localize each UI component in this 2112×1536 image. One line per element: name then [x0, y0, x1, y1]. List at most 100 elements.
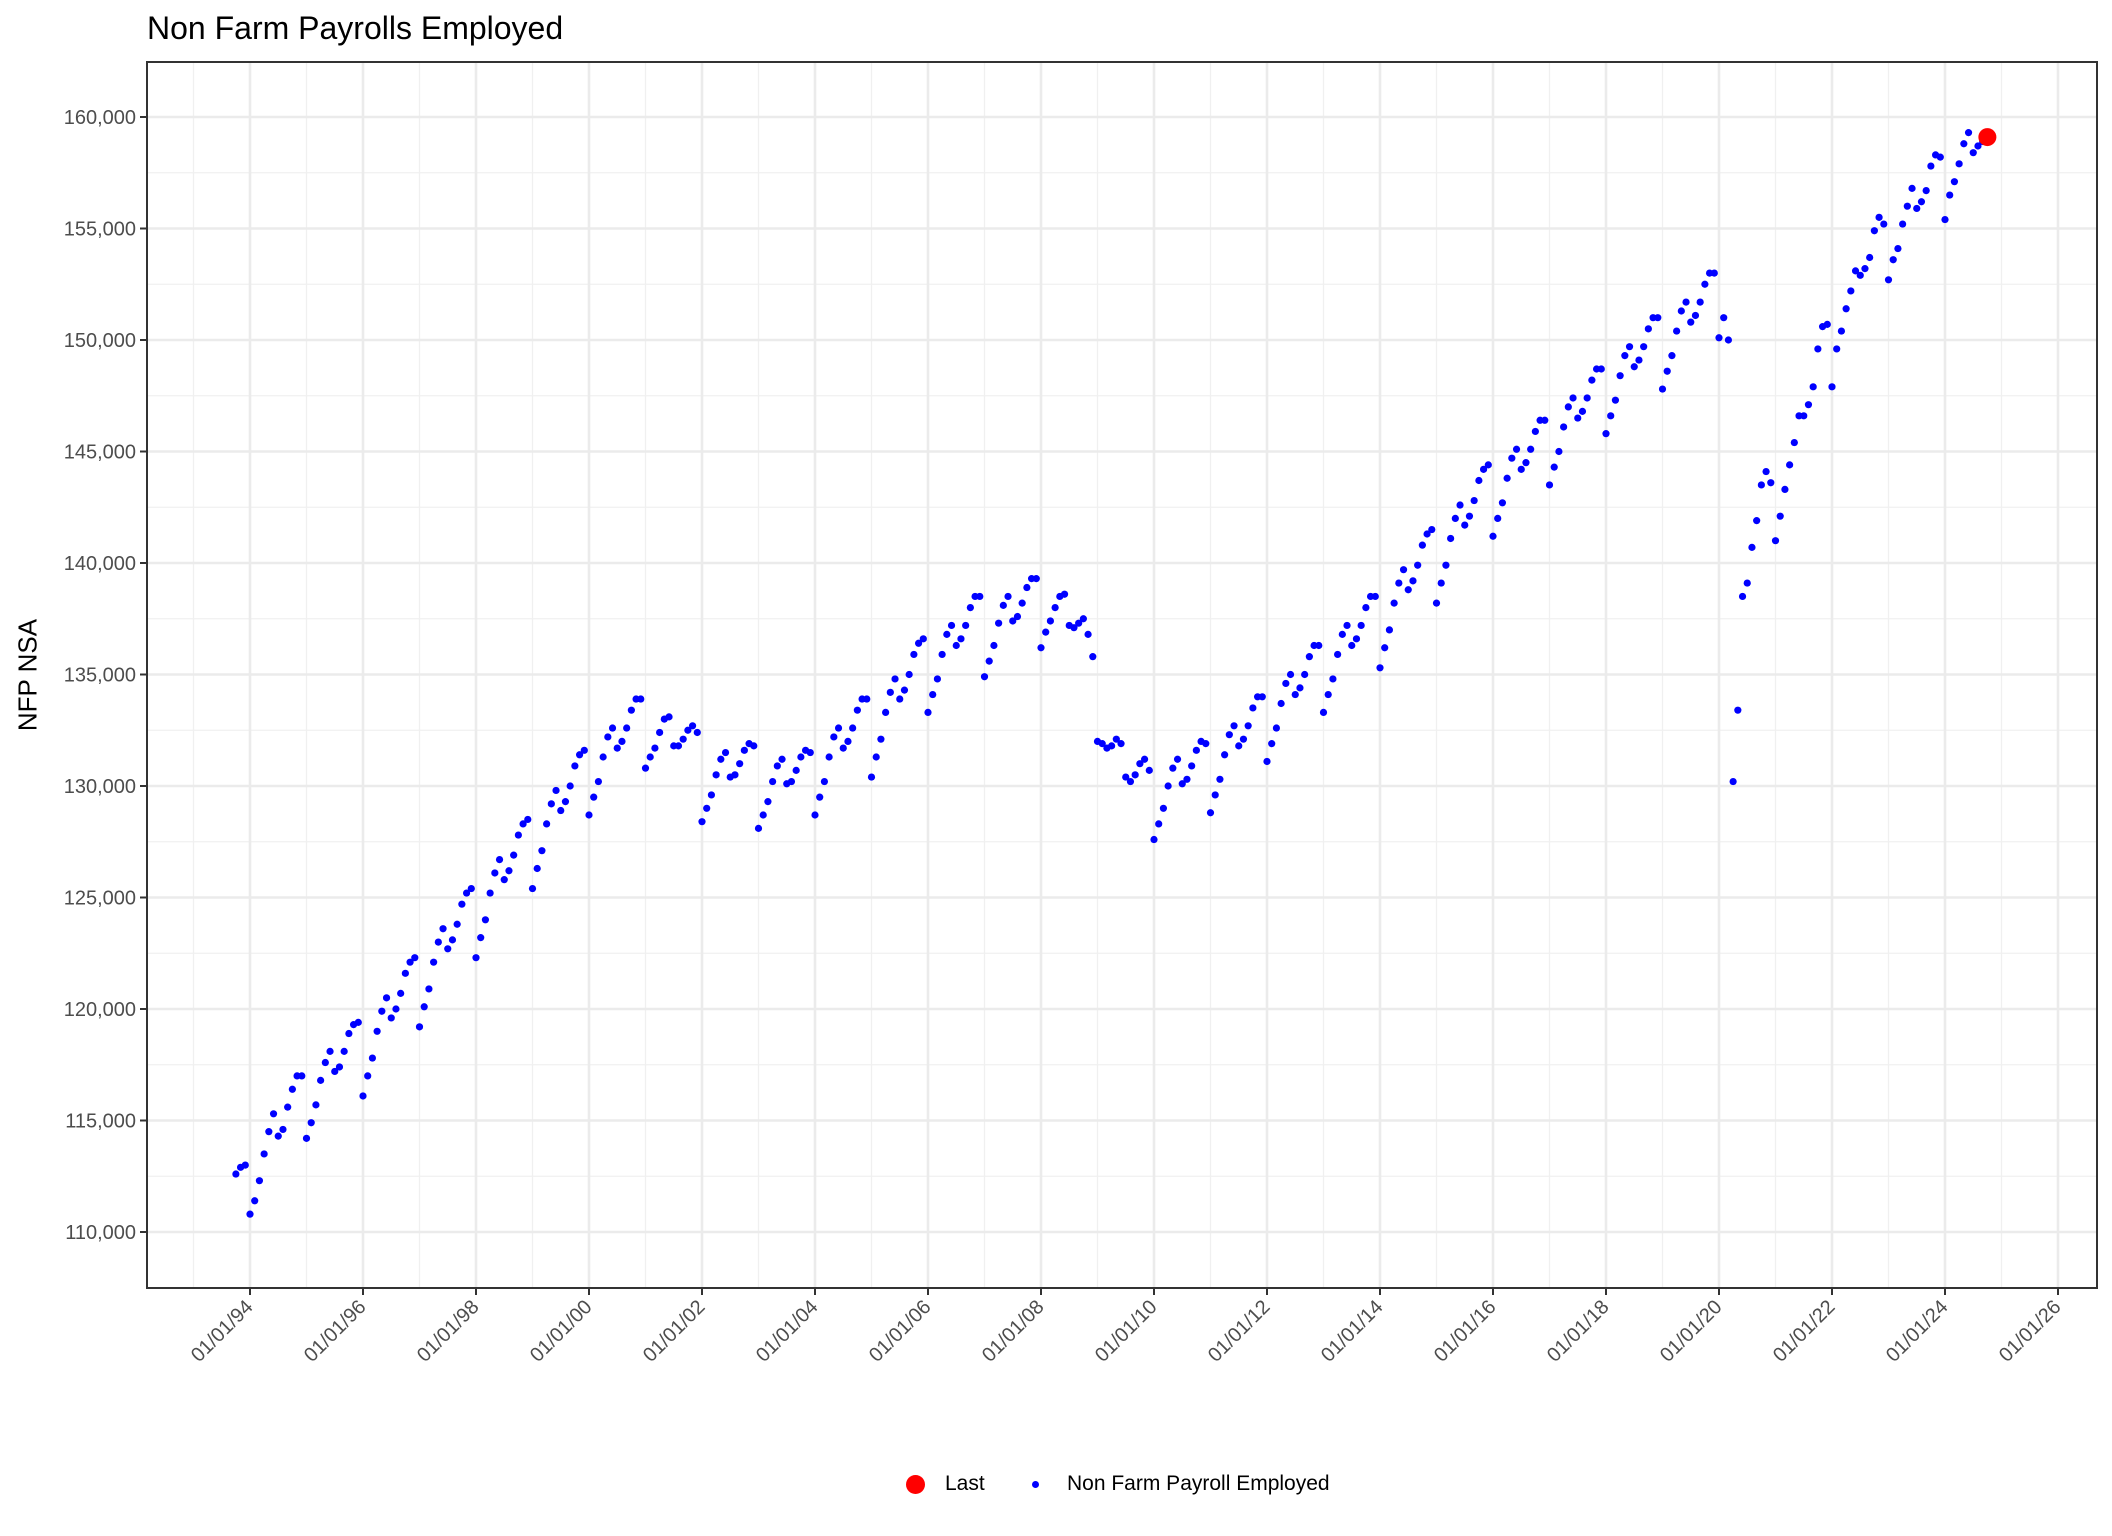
data-point [1541, 416, 1549, 424]
data-point [1762, 467, 1770, 476]
data-point [1084, 630, 1092, 638]
data-point [1305, 653, 1313, 661]
data-point [1352, 635, 1361, 643]
y-tick-label: 145,000 [64, 442, 136, 464]
y-tick-label: 155,000 [64, 219, 136, 241]
data-point [1475, 476, 1483, 485]
data-point [1479, 465, 1488, 473]
data-point [882, 708, 890, 717]
data-point [1075, 619, 1083, 627]
data-point [265, 1128, 273, 1136]
data-point [1955, 160, 1963, 168]
data-point [288, 1085, 296, 1093]
data-point [1875, 213, 1883, 221]
data-point [382, 994, 391, 1002]
data-point [1974, 142, 1982, 150]
data-point [434, 938, 442, 946]
y-tick-label: 110,000 [65, 1222, 136, 1244]
data-point [472, 954, 480, 962]
data-point [980, 673, 989, 681]
data-point [1720, 314, 1728, 322]
data-point [1522, 459, 1530, 467]
data-point [1089, 653, 1097, 661]
data-point [510, 851, 518, 859]
data-point [1941, 215, 1949, 224]
data-point [811, 811, 819, 819]
data-point [415, 1023, 424, 1031]
data-point [401, 969, 409, 977]
data-point [392, 1005, 400, 1013]
data-point [1070, 624, 1078, 632]
data-point [905, 670, 913, 679]
data-point [839, 744, 847, 752]
data-point [1922, 186, 1930, 195]
data-point [947, 621, 956, 630]
data-point [646, 753, 654, 761]
data-point [453, 920, 461, 928]
data-point [656, 728, 664, 737]
legend-label-nfp: Non Farm Payroll Employed [1067, 1472, 1330, 1495]
data-point [910, 650, 918, 659]
data-point [467, 884, 475, 893]
x-tick-label: 01/01/04 [752, 1296, 823, 1367]
data-point [1221, 751, 1229, 759]
data-point [1235, 742, 1243, 750]
data-point [1889, 256, 1897, 264]
data-point [1668, 352, 1676, 360]
chart-title: Non Farm Payrolls Employed [147, 10, 564, 46]
data-point [1357, 621, 1365, 630]
data-point [872, 753, 880, 761]
data-point [1658, 385, 1667, 393]
data-point [406, 958, 414, 966]
data-point [1555, 447, 1563, 456]
data-point [524, 815, 532, 824]
data-point [1291, 690, 1299, 699]
data-point [1404, 586, 1412, 594]
legend: Last Non Farm Payroll Employed [0, 1466, 2112, 1502]
data-point [1037, 644, 1045, 652]
data-point [566, 782, 574, 790]
data-point [665, 713, 673, 721]
data-point [1484, 461, 1492, 469]
x-tick-label: 01/01/10 [1091, 1296, 1162, 1367]
data-point [458, 900, 466, 908]
data-point [1950, 178, 1959, 186]
data-point [919, 635, 927, 643]
data-point [359, 1092, 367, 1100]
data-point [1508, 454, 1516, 462]
data-point [929, 690, 937, 699]
data-point [1851, 267, 1860, 275]
data-point [759, 811, 767, 819]
data-point [302, 1134, 311, 1142]
data-point [1503, 474, 1511, 482]
data-point [1734, 706, 1742, 714]
data-point [1301, 670, 1309, 679]
x-tick-label: 01/01/24 [1882, 1296, 1953, 1367]
data-point [985, 657, 993, 665]
data-point [1225, 731, 1233, 739]
data-point [340, 1047, 348, 1055]
x-tick-label: 01/01/00 [526, 1296, 597, 1367]
data-point [1640, 343, 1648, 351]
data-point [1753, 517, 1761, 525]
data-point [1715, 334, 1723, 342]
data-point [331, 1067, 339, 1076]
data-point [571, 762, 579, 770]
data-point [1517, 465, 1525, 473]
legend-blue-dot-icon [1032, 1480, 1039, 1488]
data-point [1004, 592, 1012, 601]
data-point [354, 1018, 362, 1026]
data-point [1687, 318, 1695, 326]
data-point [1842, 305, 1850, 313]
data-point [486, 889, 494, 897]
data-point [1946, 191, 1954, 199]
data-point [1023, 583, 1031, 592]
data-point [698, 818, 706, 826]
y-tick-label: 130,000 [64, 776, 136, 798]
data-point [1150, 835, 1158, 844]
data-point [1282, 679, 1290, 688]
data-point [750, 742, 758, 750]
data-point [896, 695, 904, 703]
data-point [1159, 804, 1168, 812]
data-point [1206, 809, 1215, 817]
